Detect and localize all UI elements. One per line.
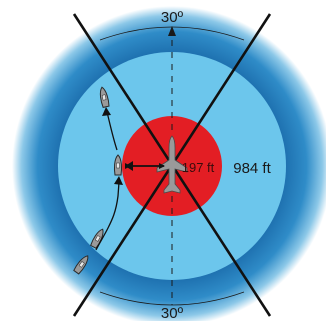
boat-icon: [90, 228, 104, 249]
boat-track-arrowhead-upper: [102, 107, 111, 116]
centerline-arrowhead: [168, 26, 176, 36]
boat-track-arrow: [95, 181, 120, 251]
boat-icon: [113, 154, 123, 176]
outer-radius-label: 984 ft: [233, 160, 271, 177]
boat-icon: [99, 86, 110, 108]
angle-top-label: 30º: [161, 9, 184, 26]
seaplane-icon: [156, 135, 188, 194]
inner-radius-arrow-left-head: [125, 161, 133, 171]
inner-radius-label: 197 ft: [182, 160, 215, 175]
angle-bottom-label: 30º: [161, 305, 184, 321]
boat-track-arrowhead: [114, 176, 123, 185]
boat-icon: [73, 255, 89, 275]
